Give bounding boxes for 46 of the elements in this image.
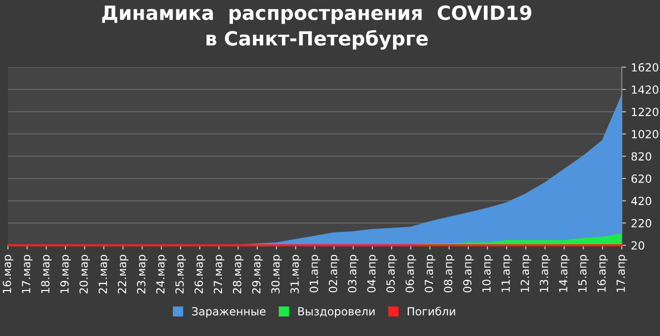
legend-label: Зараженные [192, 307, 266, 318]
x-tick-label: 17.мар [22, 254, 32, 293]
x-tick-label: 19.мар [60, 254, 71, 293]
x-tick-label: 10.апр [482, 254, 493, 292]
x-tick-label: 08.апр [444, 254, 454, 292]
x-tick-label: 18.мар [41, 254, 52, 293]
x-tick-label: 24.мар [156, 254, 167, 294]
x-tick-label: 28.мар [232, 254, 244, 294]
x-tick-label: 30.мар [271, 254, 282, 294]
x-tick-label: 21.мар [98, 254, 110, 294]
x-tick-label: 07.апр [424, 254, 436, 292]
x-tick-label: 05.апр [386, 254, 397, 292]
x-tick-label: 12.апр [520, 254, 532, 292]
chart-title: Динамика распространения COVID19 в Санкт-Петербурге [102, 5, 532, 50]
x-tick-label: 14.апр [559, 254, 570, 292]
x-tick-label: 15.апр [578, 254, 589, 292]
x-tick-label: 31.мар [290, 254, 302, 294]
y-tick-label: 1420 [632, 85, 658, 94]
x-tick-label: 17.апр [616, 254, 628, 292]
x-tick-label: 04.апр [367, 254, 378, 292]
legend-label: Выздоровели [298, 307, 375, 318]
x-tick-label: 25.мар [175, 254, 186, 294]
x-tick-label: 29.мар [252, 254, 263, 294]
x-tick-label: 13.апр [540, 254, 550, 292]
x-tick-label: 16.апр [597, 254, 608, 292]
x-tick-label: 09.апр [463, 254, 474, 292]
y-tick-label: 1620 [632, 63, 658, 72]
y-tick-label: 420 [631, 196, 652, 206]
x-tick-label: 22.мар [118, 254, 128, 294]
y-tick-label: 220 [632, 218, 652, 228]
y-tick-label: 1020 [632, 130, 658, 138]
y-tick-label: 820 [632, 152, 652, 161]
x-tick-label: 03.апр [348, 254, 359, 292]
y-tick-label: 20 [632, 241, 644, 250]
x-tick-label: 02.апр [328, 254, 340, 292]
x-tick-label: 26.мар [194, 254, 206, 294]
x-tick-label: 01.апр [310, 254, 320, 292]
legend-label: Погибли [408, 306, 456, 316]
x-tick-label: 06.апр [406, 254, 416, 292]
y-tick-label: 1220 [632, 108, 658, 116]
x-tick-label: 23.мар [137, 254, 148, 294]
x-tick-label: 27.мар [214, 254, 224, 294]
y-tick-label: 620 [632, 174, 652, 183]
x-tick-label: 16.мар [2, 254, 14, 293]
x-tick-label: 11.апр [502, 254, 512, 292]
x-tick-label: 20.мар [79, 254, 90, 294]
